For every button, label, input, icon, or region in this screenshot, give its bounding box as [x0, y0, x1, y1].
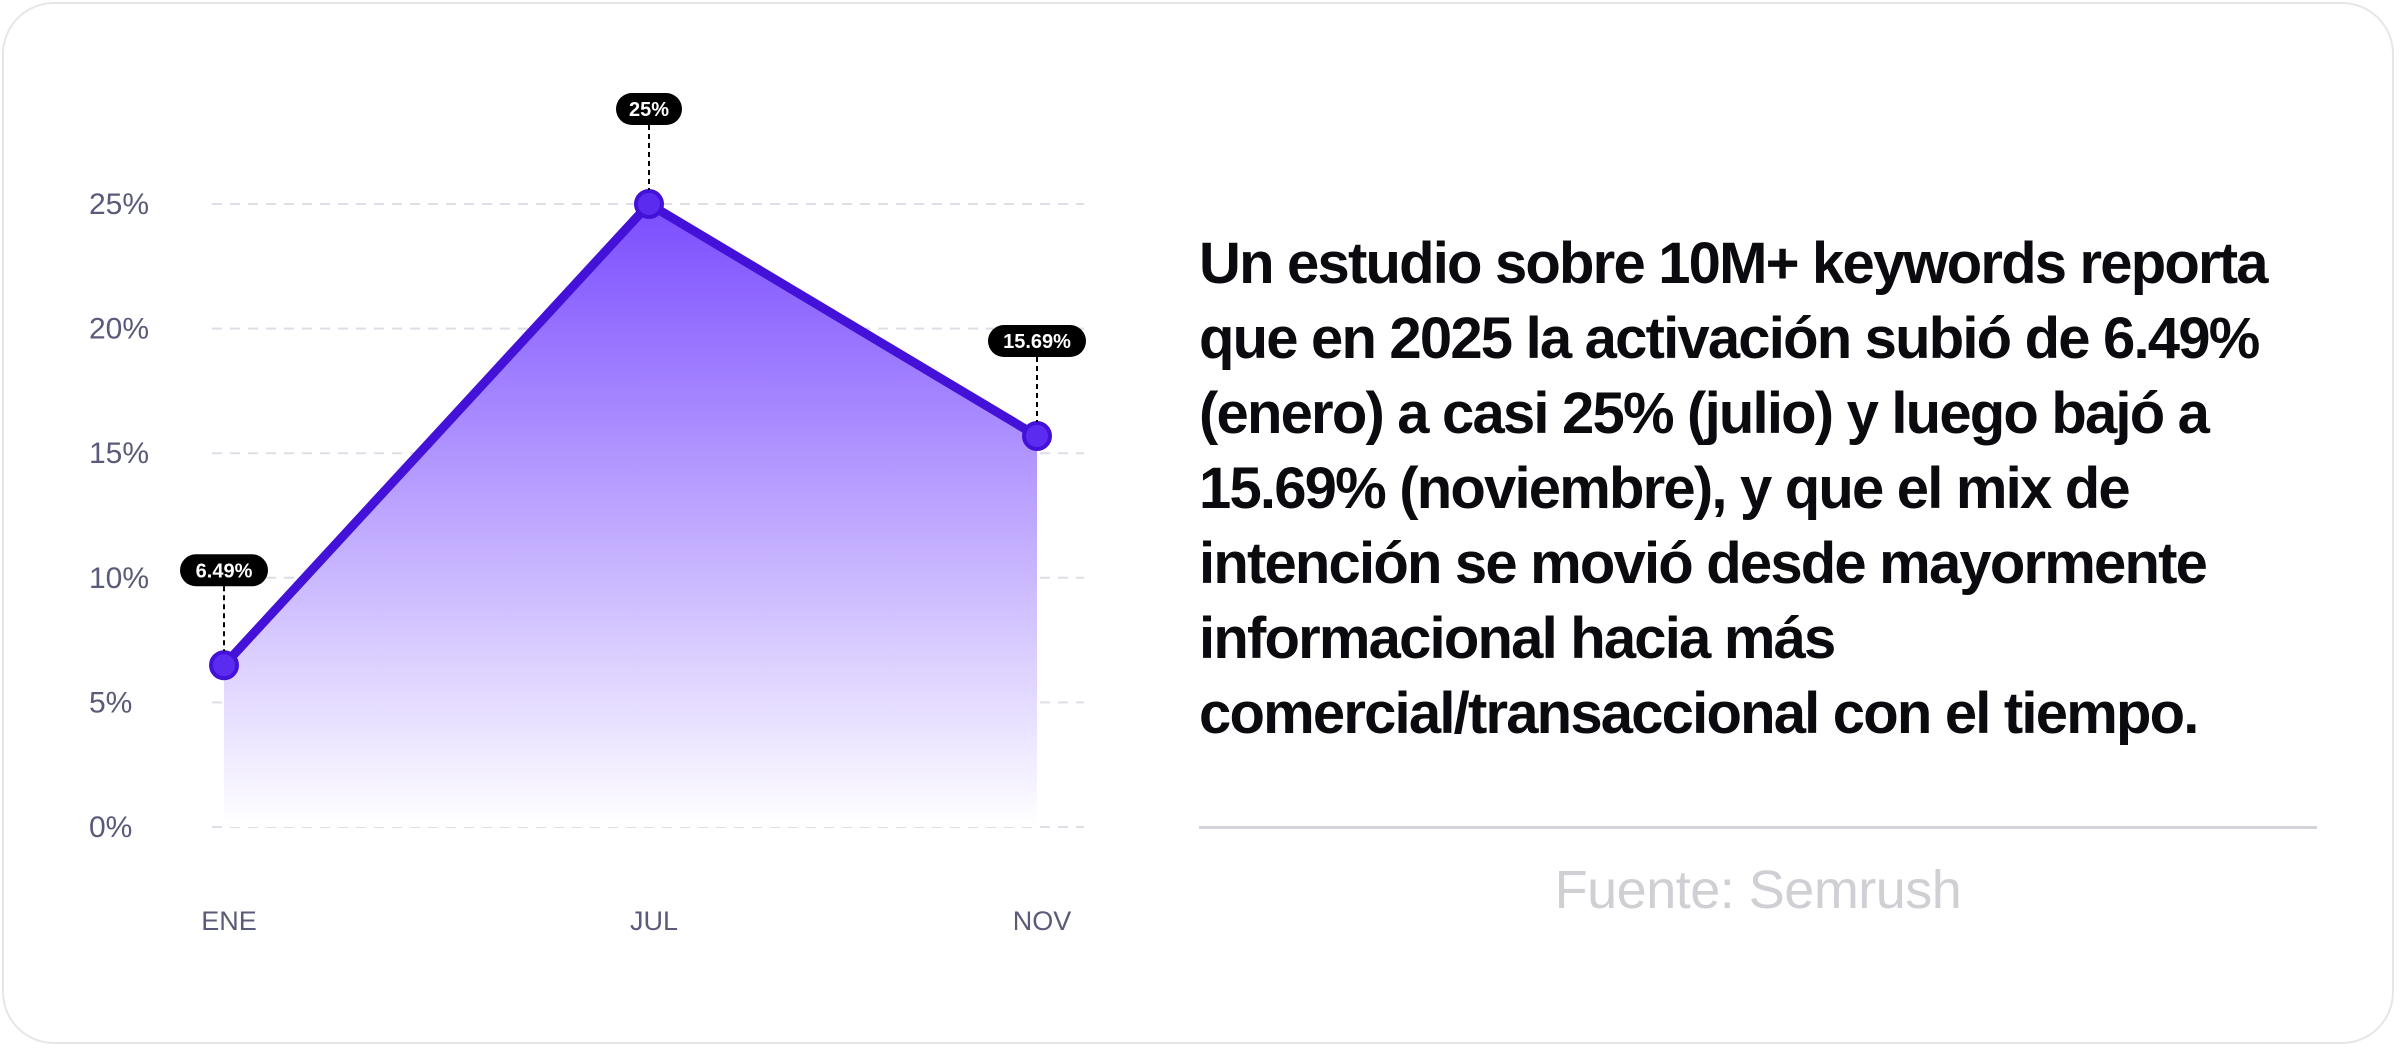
activation-area-chart: 0% 5% 10% 15% 20% 25% ENE JUL NOV 6.49% 25% 15.69… [89, 93, 1086, 936]
y-tick-label: 15% [89, 437, 149, 470]
y-tick-label: 10% [89, 562, 149, 595]
data-label-pill [616, 93, 682, 125]
source-text: Fuente: Semrush [1554, 860, 1962, 920]
y-tick-label: 0% [89, 811, 132, 844]
x-tick-label: NOV [1013, 906, 1072, 936]
data-point [209, 650, 239, 681]
y-tick-label: 20% [89, 313, 149, 346]
area-fill [224, 204, 1037, 827]
divider [1199, 826, 2317, 829]
data-label: 6.49% [196, 560, 253, 582]
x-tick-label: ENE [201, 906, 257, 936]
data-label-pill [180, 554, 268, 587]
x-tick-label: JUL [630, 906, 678, 936]
description-text: Un estudio sobre 10M+ keywords reporta q… [1199, 231, 2269, 746]
data-point [1022, 421, 1052, 452]
y-tick-label: 5% [89, 686, 132, 719]
y-tick-label: 25% [89, 188, 149, 221]
data-label-pill [988, 325, 1086, 358]
data-label: 25% [629, 99, 669, 121]
data-label: 15.69% [1003, 331, 1071, 353]
data-point [634, 189, 664, 219]
